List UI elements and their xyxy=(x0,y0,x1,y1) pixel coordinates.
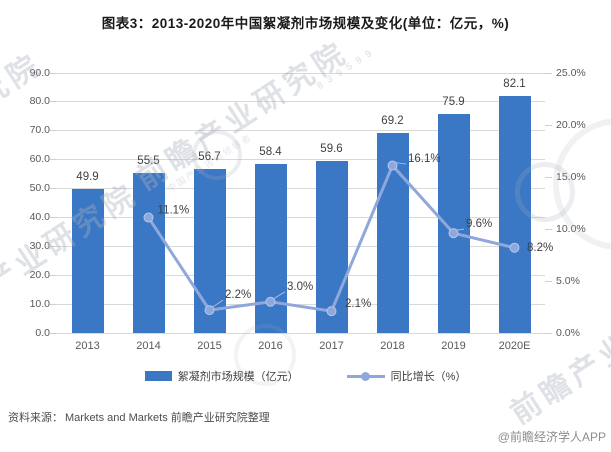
right-axis-tick xyxy=(545,124,552,126)
bar-value-label: 69.2 xyxy=(381,115,404,128)
line-value-label: 8.2% xyxy=(527,242,553,254)
right-axis-tick xyxy=(545,72,552,74)
left-axis-label: 0.0 xyxy=(35,326,50,339)
right-axis-label: 15.0% xyxy=(556,170,586,183)
left-axis-label: 50.0 xyxy=(29,182,50,195)
left-axis-label: 90.0 xyxy=(29,66,50,79)
left-axis-tick xyxy=(50,72,57,74)
gridline xyxy=(57,101,545,103)
gridline xyxy=(57,130,545,132)
left-axis-tick xyxy=(50,216,57,218)
left-axis-tick xyxy=(50,274,57,276)
bar-2020E xyxy=(498,95,531,333)
left-axis-label: 10.0 xyxy=(29,297,50,310)
gridline xyxy=(57,216,545,218)
gridline xyxy=(57,159,545,161)
left-axis-tick xyxy=(50,159,57,161)
left-axis-label: 30.0 xyxy=(29,239,50,252)
line-value-label: 3.0% xyxy=(287,281,313,293)
left-axis-tick xyxy=(50,130,57,132)
bar-value-label: 55.5 xyxy=(137,154,160,167)
x-axis-label-2019: 2019 xyxy=(441,340,466,352)
left-axis-tick xyxy=(50,332,57,334)
bar-2019 xyxy=(437,113,470,333)
bar-2017 xyxy=(315,160,348,333)
legend-item-growth: 同比增长（%） xyxy=(346,368,467,384)
source-text: Markets and Markets 前瞻产业研究院整理 xyxy=(65,412,270,424)
right-axis-label: 5.0% xyxy=(556,274,580,287)
legend-item-market-size: 絮凝剂市场规模（亿元） xyxy=(144,368,299,384)
legend-label: 同比增长（%） xyxy=(390,371,467,383)
line-value-label: 2.2% xyxy=(225,289,251,301)
right-axis-tick xyxy=(545,176,552,178)
gridline xyxy=(57,188,545,190)
legend-bar-swatch-icon xyxy=(144,371,172,381)
right-axis-tick xyxy=(545,228,552,230)
left-axis-label: 20.0 xyxy=(29,268,50,281)
x-axis-label-2015: 2015 xyxy=(197,340,222,352)
gridline xyxy=(57,72,545,74)
bar-2014 xyxy=(132,172,165,333)
right-axis-label: 20.0% xyxy=(556,118,586,131)
bar-2018 xyxy=(376,133,409,333)
bar-value-label: 59.6 xyxy=(320,142,343,155)
right-axis-label: 10.0% xyxy=(556,222,586,235)
x-axis-label-2018: 2018 xyxy=(380,340,405,352)
chart-title: 图表3：2013-2020年中国絮凝剂市场规模及变化(单位：亿元，%) xyxy=(101,16,510,31)
bar-value-label: 58.4 xyxy=(259,146,282,159)
bar-value-label: 82.1 xyxy=(503,77,526,90)
gridline xyxy=(57,274,545,276)
credit-line: @前瞻经济学人APP xyxy=(497,430,606,444)
gridline xyxy=(57,303,545,305)
right-axis-label: 25.0% xyxy=(556,66,586,79)
legend-line-swatch-icon xyxy=(346,371,385,381)
left-axis-tick xyxy=(50,245,57,247)
bar-2016 xyxy=(254,164,287,333)
left-axis-label: 70.0 xyxy=(29,124,50,137)
right-axis-tick xyxy=(545,332,552,334)
gridline xyxy=(57,332,545,334)
x-axis-label-2020E: 2020E xyxy=(498,340,531,352)
legend-line-marker-icon xyxy=(360,371,370,381)
line-value-label: 9.6% xyxy=(466,218,492,230)
gridline xyxy=(57,245,545,247)
x-axis-label-2017: 2017 xyxy=(319,340,344,352)
bar-2013 xyxy=(71,188,104,333)
bar-value-label: 75.9 xyxy=(442,95,465,108)
x-axis-label-2014: 2014 xyxy=(136,340,161,352)
left-axis-label: 60.0 xyxy=(29,153,50,166)
right-axis-label: 0.0% xyxy=(556,326,580,339)
bar-value-label: 56.7 xyxy=(198,151,221,164)
bar-value-label: 49.9 xyxy=(76,170,99,183)
x-axis-label-2016: 2016 xyxy=(258,340,283,352)
left-axis-label: 40.0 xyxy=(29,210,50,223)
source-line: 资料来源： Markets and Markets 前瞻产业研究院整理 xyxy=(8,409,270,425)
left-axis-label: 80.0 xyxy=(29,95,50,108)
legend-label: 絮凝剂市场规模（亿元） xyxy=(177,371,299,383)
x-axis-label-2013: 2013 xyxy=(75,340,100,352)
left-axis-tick xyxy=(50,101,57,103)
left-axis-tick xyxy=(50,303,57,305)
left-axis-tick xyxy=(50,188,57,190)
legend: 絮凝剂市场规模（亿元） 同比增长（%） xyxy=(0,366,611,386)
right-axis-tick xyxy=(545,280,552,282)
source-label: 资料来源： xyxy=(8,412,63,424)
bar-2015 xyxy=(193,169,226,333)
